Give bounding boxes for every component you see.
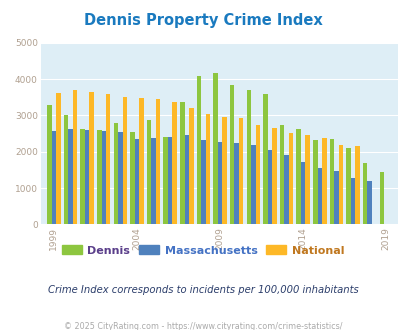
Bar bbox=[97, 130, 101, 224]
Text: Dennis Property Crime Index: Dennis Property Crime Index bbox=[83, 13, 322, 28]
Bar bbox=[80, 129, 85, 224]
Bar bbox=[279, 125, 283, 224]
Bar bbox=[234, 143, 239, 224]
Bar bbox=[163, 137, 168, 224]
Bar bbox=[85, 130, 89, 224]
Bar bbox=[130, 132, 134, 224]
Bar bbox=[217, 142, 222, 224]
Bar bbox=[239, 118, 243, 224]
Bar bbox=[271, 128, 276, 224]
Bar bbox=[354, 147, 359, 224]
Bar bbox=[64, 115, 68, 224]
Bar bbox=[201, 140, 205, 224]
Text: © 2025 CityRating.com - https://www.cityrating.com/crime-statistics/: © 2025 CityRating.com - https://www.city… bbox=[64, 322, 341, 330]
Bar bbox=[362, 163, 367, 224]
Bar bbox=[317, 168, 321, 224]
Bar bbox=[246, 90, 250, 224]
Bar bbox=[139, 98, 143, 224]
Bar bbox=[151, 138, 156, 224]
Bar bbox=[288, 133, 292, 224]
Bar bbox=[147, 120, 151, 224]
Bar bbox=[56, 93, 60, 224]
Bar bbox=[189, 108, 193, 224]
Bar bbox=[338, 145, 342, 224]
Bar bbox=[321, 138, 326, 224]
Bar bbox=[122, 97, 127, 224]
Bar bbox=[68, 129, 72, 224]
Bar bbox=[134, 139, 139, 224]
Bar bbox=[89, 92, 94, 224]
Bar bbox=[213, 73, 217, 224]
Bar bbox=[47, 105, 51, 224]
Bar bbox=[350, 178, 354, 224]
Text: Crime Index corresponds to incidents per 100,000 inhabitants: Crime Index corresponds to incidents per… bbox=[47, 285, 358, 295]
Bar bbox=[205, 114, 210, 224]
Bar bbox=[262, 94, 267, 224]
Bar bbox=[118, 132, 122, 224]
Bar bbox=[367, 181, 371, 224]
Bar bbox=[267, 149, 271, 224]
Bar bbox=[305, 135, 309, 224]
Bar bbox=[172, 102, 177, 224]
Bar bbox=[168, 137, 172, 224]
Bar bbox=[156, 99, 160, 224]
Bar bbox=[101, 131, 106, 224]
Bar bbox=[180, 102, 184, 224]
Bar bbox=[312, 140, 317, 224]
Bar bbox=[250, 145, 255, 224]
Bar bbox=[229, 85, 234, 224]
Bar bbox=[196, 76, 201, 224]
Bar bbox=[379, 172, 383, 224]
Bar bbox=[300, 162, 305, 224]
Bar bbox=[296, 129, 300, 224]
Bar bbox=[72, 90, 77, 224]
Bar bbox=[184, 135, 189, 224]
Bar bbox=[222, 117, 226, 224]
Bar bbox=[255, 124, 259, 224]
Bar bbox=[284, 155, 288, 224]
Bar bbox=[333, 171, 338, 224]
Bar bbox=[51, 131, 56, 224]
Bar bbox=[113, 123, 118, 224]
Bar bbox=[329, 139, 333, 224]
Legend: Dennis, Massachusetts, National: Dennis, Massachusetts, National bbox=[57, 241, 348, 260]
Bar bbox=[345, 148, 350, 224]
Bar bbox=[106, 94, 110, 224]
